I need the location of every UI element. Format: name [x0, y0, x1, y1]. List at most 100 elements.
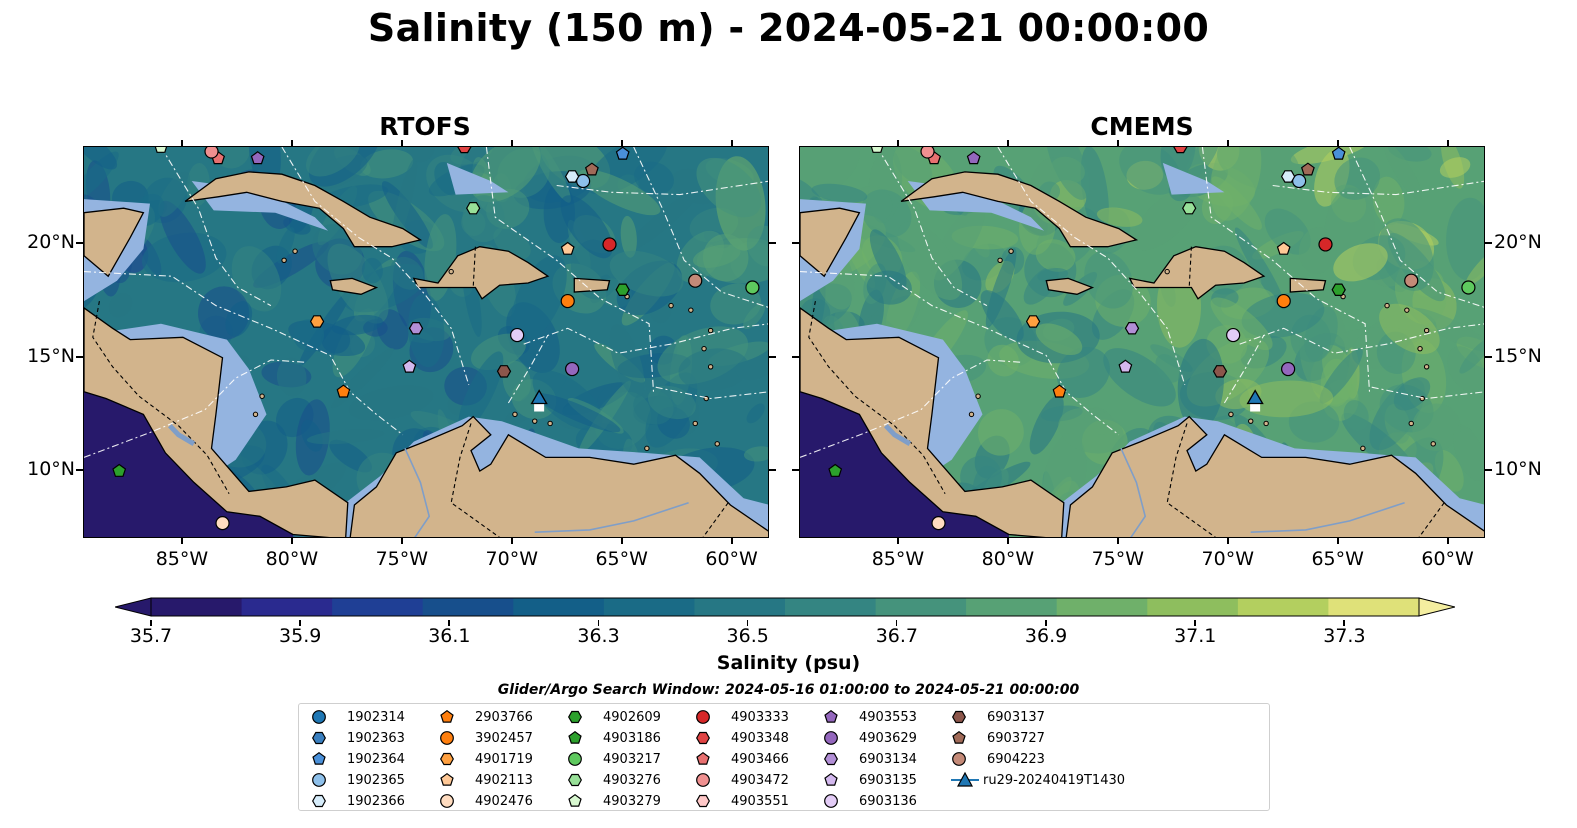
legend-item: 6903727 [951, 728, 1045, 748]
float-marker-4903279 [154, 147, 168, 153]
island [1008, 248, 1014, 254]
lat-tick-mark [1485, 242, 1492, 245]
figure-title: Salinity (150 m) - 2024-05-21 00:00:00 [367, 6, 1210, 50]
lat-tick-label: 10°N [27, 458, 75, 481]
lon-tick-mark [400, 140, 403, 146]
eez-boundary [1223, 334, 1265, 404]
float-marker-3902457 [1276, 293, 1291, 309]
colorbar-tick-label: 35.9 [279, 625, 322, 647]
float-marker-4903276 [466, 202, 481, 215]
island [701, 345, 707, 352]
legend-hexagon-icon [952, 710, 966, 724]
island [997, 257, 1003, 263]
lon-tick-mark [1446, 140, 1449, 146]
float-marker-4903348 [1173, 147, 1188, 154]
colorbar-swatch [151, 598, 243, 616]
legend-pentagon-icon [568, 730, 582, 744]
float-marker-1902366 [1280, 170, 1296, 183]
lon-tick-mark [730, 538, 733, 544]
colorbar-swatch [332, 598, 424, 616]
lon-tick-label: 80°W [981, 548, 1035, 570]
legend-circle-icon [696, 710, 710, 724]
island [292, 248, 298, 254]
country-border [1166, 423, 1216, 537]
cmems-panel-title: CMEMS [1090, 112, 1194, 141]
colorbar-swatch [241, 598, 333, 616]
lat-tick-label: 10°N [1494, 458, 1542, 481]
colorbar-tick-mark [150, 620, 152, 626]
island [1423, 364, 1430, 370]
island [707, 327, 714, 334]
lon-tick-label: 65°W [1311, 548, 1364, 570]
eez-boundary [523, 323, 768, 354]
legend-pentagon-icon [568, 793, 582, 807]
float-marker-6903134 [408, 322, 424, 335]
island [259, 393, 265, 399]
eez-boundary [281, 147, 470, 386]
lon-tick-label: 85°W [871, 548, 925, 570]
country-border [450, 423, 500, 537]
float-marker-4903186 [112, 463, 127, 477]
float-marker-1902364 [1331, 147, 1346, 160]
island [1408, 420, 1414, 427]
legend-pentagon-icon [440, 709, 454, 723]
river [404, 448, 431, 537]
colorbar-swatch [1147, 598, 1239, 616]
eez-boundary [1371, 386, 1484, 400]
legend-label: 2903766 [475, 709, 533, 725]
legend-item: 4903348 [695, 728, 789, 748]
float-marker-6903137 [496, 365, 512, 378]
island [252, 411, 259, 418]
legend-item: 6903134 [823, 749, 917, 769]
float-marker-4903629 [565, 361, 580, 377]
land-puertorico [573, 277, 611, 293]
lat-tick-mark [792, 355, 799, 358]
legend-pentagon-icon [824, 709, 838, 723]
legend-label: ru29-20240419T1430 [983, 772, 1126, 788]
glider-legend-icon [956, 771, 974, 787]
rtofs-map[interactable] [83, 146, 769, 538]
lon-tick-label: 85°W [155, 548, 209, 570]
legend-label: 6903727 [987, 730, 1045, 746]
lon-tick-label: 70°W [485, 548, 538, 570]
eez-boundary [800, 271, 1120, 436]
legend-label: 1902314 [347, 709, 405, 725]
colorbar-tick-label: 36.9 [1024, 625, 1068, 647]
island [975, 393, 981, 399]
colorbar-tick-mark [299, 620, 301, 626]
float-marker-4902609 [1331, 283, 1346, 296]
eez-boundary [800, 359, 1023, 458]
legend-label: 4903276 [603, 772, 661, 788]
legend-item: 4903276 [567, 770, 661, 790]
legend-circle-icon [440, 794, 454, 808]
legend-label: 1902363 [347, 730, 405, 746]
float-marker-6904223 [688, 273, 703, 288]
float-marker-6903137 [1212, 365, 1228, 378]
colorbar-tick-mark [1045, 620, 1047, 626]
legend-item: 4903629 [823, 728, 917, 748]
lon-tick-mark [1116, 140, 1119, 146]
legend-label: 4903217 [603, 751, 661, 767]
island [968, 411, 975, 418]
float-marker-4903217 [745, 280, 760, 295]
legend-label: 4903551 [731, 793, 789, 809]
legend-hexagon-icon [568, 773, 582, 787]
cmems-map[interactable] [799, 146, 1485, 538]
legend-label: 4903472 [731, 772, 789, 788]
lon-tick-mark [896, 538, 899, 544]
colorbar-swatch [513, 598, 605, 616]
float-marker-4903472 [920, 147, 935, 159]
lon-tick-mark [1336, 140, 1339, 146]
land-cuba [184, 171, 423, 248]
island [1404, 307, 1410, 313]
float-marker-1902364 [615, 147, 630, 160]
lat-tick-mark [76, 242, 83, 245]
legend-label: 4903553 [859, 709, 917, 725]
colorbar-tick-mark [448, 620, 450, 626]
island [547, 420, 553, 427]
island [714, 441, 720, 447]
colorbar-tick-label: 35.7 [129, 625, 173, 647]
legend-pentagon-icon [952, 730, 966, 744]
legend-item: 3902457 [439, 728, 533, 748]
float-legend: 1902314 1902363 1902364 1902365 1902366 29037… [298, 703, 1270, 811]
